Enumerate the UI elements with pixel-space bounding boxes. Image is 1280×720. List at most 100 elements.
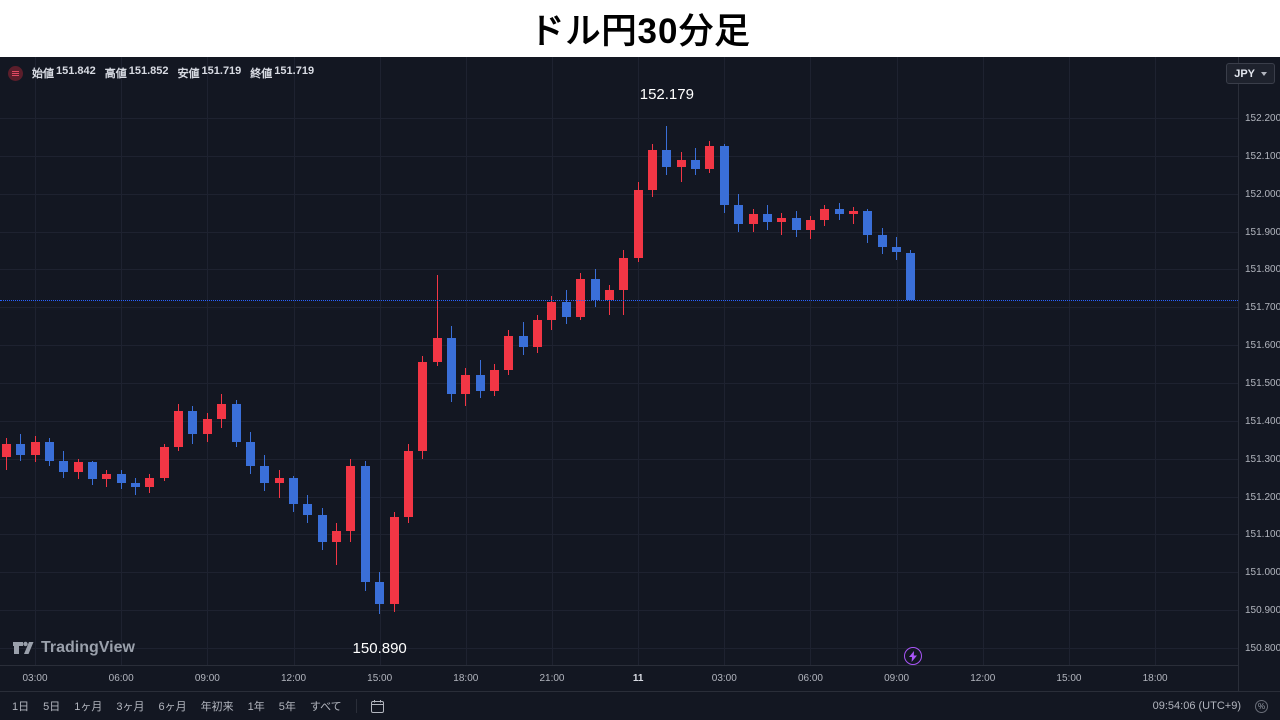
grid-line-v [121,57,123,665]
toolbar-divider [355,699,357,713]
candle-body [662,150,672,168]
range-button-1日[interactable]: 1日 [12,698,29,714]
candle-body [504,335,514,370]
grid-line-h [0,572,1238,574]
range-button-年初来[interactable]: 年初来 [201,698,234,714]
grid-line-h [0,420,1238,422]
candle-body [332,530,342,542]
candle-body [475,375,485,391]
candle-body [131,483,141,488]
candle-wick [781,212,783,236]
percent-scale-icon[interactable]: % [1255,699,1268,713]
grid-line-h [0,534,1238,536]
candle-wick [608,284,610,315]
close-label: 終値 [250,68,273,80]
candle-body [188,411,198,435]
candle-body [561,301,571,317]
candle-wick [680,152,682,183]
candle-body [375,581,385,605]
range-button-3ヶ月[interactable]: 3ヶ月 [116,698,144,714]
time-axis[interactable]: 03:00 06:00 09:00 12:00 15:00 18:00 21:00 11 03:… [0,665,1238,691]
tradingview-logo-icon [13,641,34,654]
price-axis-label: 151.500 [1245,377,1280,389]
candle-body [805,220,815,230]
candle-body [231,403,241,442]
range-button-すべて[interactable]: すべて [310,698,342,714]
price-axis-label: 152.100 [1245,150,1280,162]
price-axis-label: 151.800 [1245,264,1280,276]
grid-line-h [0,345,1238,347]
chart-annotation[interactable]: 150.890 [352,639,407,657]
tradingview-logo[interactable]: TradingView [12,639,135,657]
range-button-5日[interactable]: 5日 [43,698,60,714]
symbol-menu-icon[interactable] [8,65,23,81]
grid-line-v [465,57,467,665]
grid-line-h [0,496,1238,498]
currency-selector-button[interactable]: JPY [1226,63,1275,84]
candle-body [360,466,370,582]
candle-body [116,473,126,484]
legend-open: 始値 151.842 [32,65,96,81]
candle-body [303,504,313,516]
candle-body [892,246,902,253]
range-button-5年[interactable]: 5年 [279,698,296,714]
page-title: ドル円30分足 [529,12,751,51]
chart-root: 始値 151.842 高値 151.852 安値 151.719 終値 151.719 … [0,57,1280,720]
candle-body [87,462,97,480]
close-value: 151.719 [274,65,315,77]
candle-wick [436,275,438,366]
low-value: 151.719 [201,65,242,77]
time-axis-label: 09:00 [884,673,910,684]
range-button-1年[interactable]: 1年 [248,698,265,714]
candle-body [59,460,69,472]
candle-wick [853,206,855,224]
timezone-clock[interactable]: 09:54:06 (UTC+9) [1152,700,1241,712]
candle-body [446,337,456,395]
grid-line-v [896,57,898,665]
market-status-icon[interactable] [904,647,922,665]
range-button-6ヶ月[interactable]: 6ヶ月 [159,698,187,714]
go-to-date-icon[interactable] [370,699,384,713]
candle-body [590,278,600,300]
lightning-icon [909,650,917,662]
grid-line-v [551,57,553,665]
grid-line-v [638,57,640,665]
grid-line-v [724,57,726,665]
candle-body [260,466,270,484]
grid-line-v [1155,57,1157,665]
grid-line-h [0,458,1238,460]
price-axis[interactable]: 152.200 152.100 152.000 151.900 151.800 151.7… [1238,57,1280,691]
candle-wick [278,470,280,499]
price-axis-label: 150.800 [1245,642,1280,654]
candle-body [174,411,184,448]
time-axis-label: 09:00 [194,673,220,684]
candle-body [533,320,543,347]
price-axis-label: 152.000 [1245,188,1280,200]
high-value: 151.852 [128,65,169,77]
time-axis-label: 12:00 [970,673,996,684]
chart-annotation[interactable]: 152.179 [639,85,694,103]
bottom-toolbar: 1日 5日 1ヶ月 3ヶ月 6ヶ月 年初来 1年 5年 すべて 09:54:06 (UTC+9)… [0,691,1280,720]
grid-line-v [810,57,812,665]
chevron-down-icon [1261,71,1267,76]
candle-body [648,150,657,190]
candle-body [518,335,528,347]
candle-body [289,477,298,505]
grid-line-h [0,382,1238,384]
plot-area[interactable]: 152.179 150.890 [0,57,1238,665]
open-value: 151.842 [56,65,96,77]
candle-body [863,210,873,236]
time-axis-label: 11 [632,673,644,684]
price-axis-label: 151.700 [1245,302,1280,314]
grid-line-v [35,57,37,665]
candle-body [604,290,614,300]
price-axis-label: 151.200 [1245,491,1280,503]
candle-body [490,369,500,391]
candle-body [748,214,758,224]
range-button-1ヶ月[interactable]: 1ヶ月 [74,698,102,714]
range-buttons: 1日 5日 1ヶ月 3ヶ月 6ヶ月 年初来 1年 5年 すべて [12,698,342,714]
candle-body [432,337,442,363]
candle-body [317,515,327,542]
title-bar: ドル円30分足 [0,0,1280,57]
tradingview-logo-text: TradingView [41,639,135,656]
